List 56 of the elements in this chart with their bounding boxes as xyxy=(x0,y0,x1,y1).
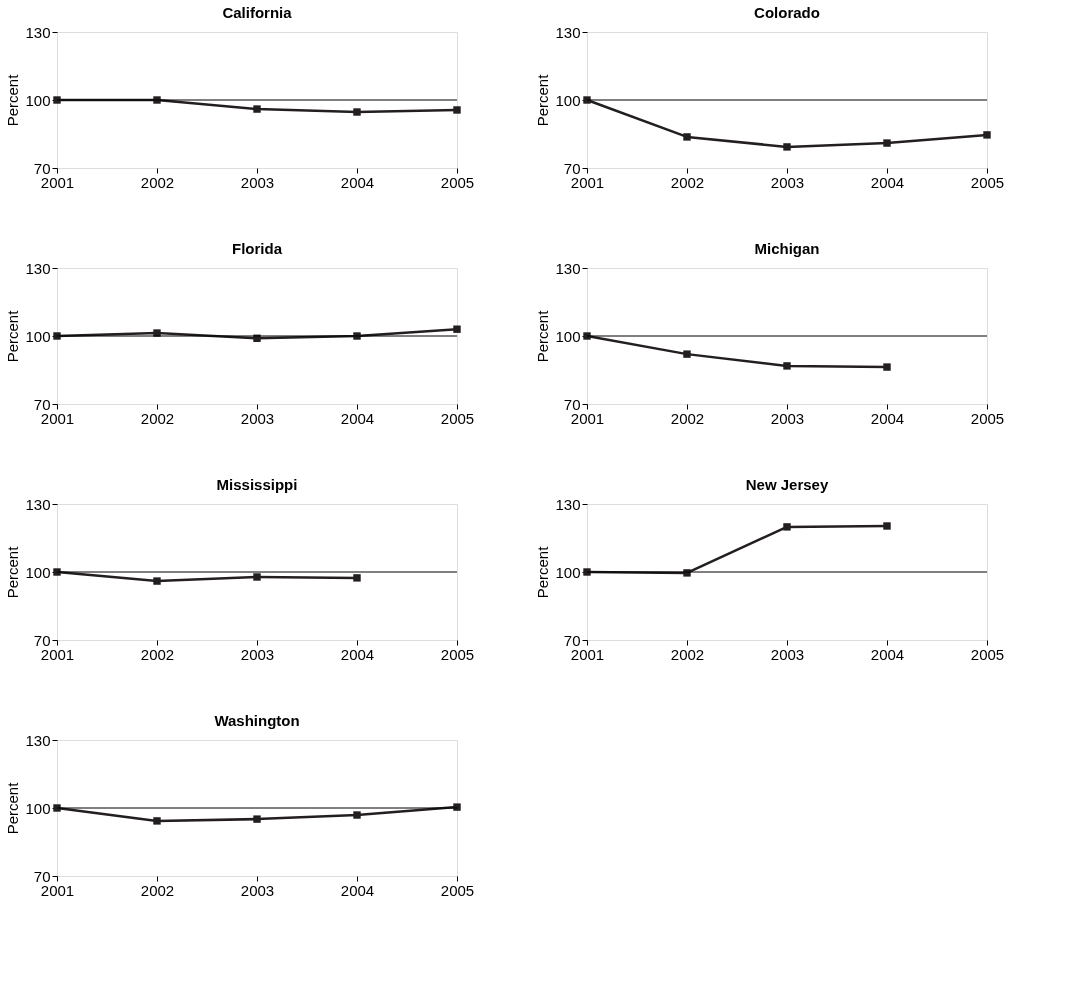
x-tick-label: 2004 xyxy=(340,409,375,427)
x-tick-label: 2005 xyxy=(970,645,1005,663)
x-tick-label: 2002 xyxy=(140,645,175,663)
x-tick-label: 2005 xyxy=(440,881,475,899)
y-tick-label: 100 xyxy=(555,91,581,109)
y-tick-label: 130 xyxy=(555,495,581,513)
x-tick-label: 2004 xyxy=(870,409,905,427)
x-tick-label: 2002 xyxy=(140,881,175,899)
chart-title: Michigan xyxy=(754,240,820,257)
x-tick-label: 2003 xyxy=(770,409,805,427)
y-tick-label: 130 xyxy=(25,731,51,749)
x-tick-label: 2003 xyxy=(240,881,275,899)
y-tick-label: 100 xyxy=(25,91,51,109)
x-tick-label: 2003 xyxy=(770,645,805,663)
x-tick-label: 2005 xyxy=(440,645,475,663)
y-axis-title: Percent xyxy=(4,309,22,363)
y-tick-label: 100 xyxy=(25,563,51,581)
y-tick-label: 130 xyxy=(555,23,581,41)
y-axis-title: Percent xyxy=(4,545,22,599)
chart-title: Mississippi xyxy=(216,476,298,493)
x-tick-label: 2003 xyxy=(240,173,275,191)
x-tick-label: 2004 xyxy=(340,645,375,663)
chart-title: New Jersey xyxy=(745,476,829,493)
x-tick-label: 2003 xyxy=(240,645,275,663)
y-tick-label: 130 xyxy=(25,495,51,513)
x-tick-label: 2002 xyxy=(670,173,705,191)
y-axis-title: Percent xyxy=(4,73,22,127)
x-tick-label: 2002 xyxy=(140,173,175,191)
y-axis-title: Percent xyxy=(534,73,552,127)
chart-title: California xyxy=(222,4,293,21)
y-tick-label: 100 xyxy=(555,327,581,345)
x-tick-label: 2005 xyxy=(440,409,475,427)
y-tick-label: 130 xyxy=(25,23,51,41)
y-tick-label: 130 xyxy=(555,259,581,277)
x-tick-label: 2004 xyxy=(870,645,905,663)
x-tick-label: 2004 xyxy=(340,881,375,899)
x-tick-label: 2003 xyxy=(240,409,275,427)
x-tick-label: 2003 xyxy=(770,173,805,191)
x-tick-label: 2005 xyxy=(970,409,1005,427)
y-axis-title: Percent xyxy=(534,545,552,599)
x-tick-label: 2002 xyxy=(140,409,175,427)
y-tick-label: 100 xyxy=(555,563,581,581)
x-tick-label: 2002 xyxy=(670,409,705,427)
x-tick-label: 2004 xyxy=(870,173,905,191)
x-tick-label: 2005 xyxy=(440,173,475,191)
y-tick-label: 100 xyxy=(25,327,51,345)
y-axis-title: Percent xyxy=(4,781,22,835)
chart-title: Colorado xyxy=(754,4,820,21)
x-tick-label: 2004 xyxy=(340,173,375,191)
y-tick-label: 100 xyxy=(25,799,51,817)
x-tick-label: 2005 xyxy=(970,173,1005,191)
chart-title: Florida xyxy=(231,240,283,257)
y-axis-title: Percent xyxy=(534,309,552,363)
y-tick-label: 130 xyxy=(25,259,51,277)
chart-title: Washington xyxy=(214,712,300,729)
x-tick-label: 2002 xyxy=(670,645,705,663)
